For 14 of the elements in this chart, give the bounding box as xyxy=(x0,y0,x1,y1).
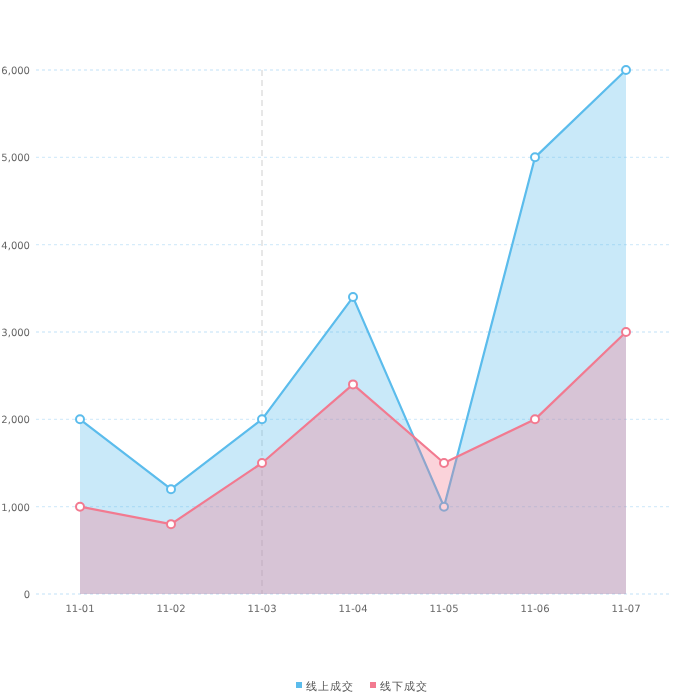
point xyxy=(348,379,358,390)
point xyxy=(530,414,540,425)
point xyxy=(75,414,85,425)
point xyxy=(348,292,358,303)
point xyxy=(439,501,449,512)
point xyxy=(439,458,449,468)
point xyxy=(166,519,176,530)
point xyxy=(530,152,540,163)
point xyxy=(257,458,267,468)
point xyxy=(166,484,176,495)
point xyxy=(75,501,85,512)
point xyxy=(257,414,267,425)
point xyxy=(621,65,631,75)
point xyxy=(621,327,631,337)
